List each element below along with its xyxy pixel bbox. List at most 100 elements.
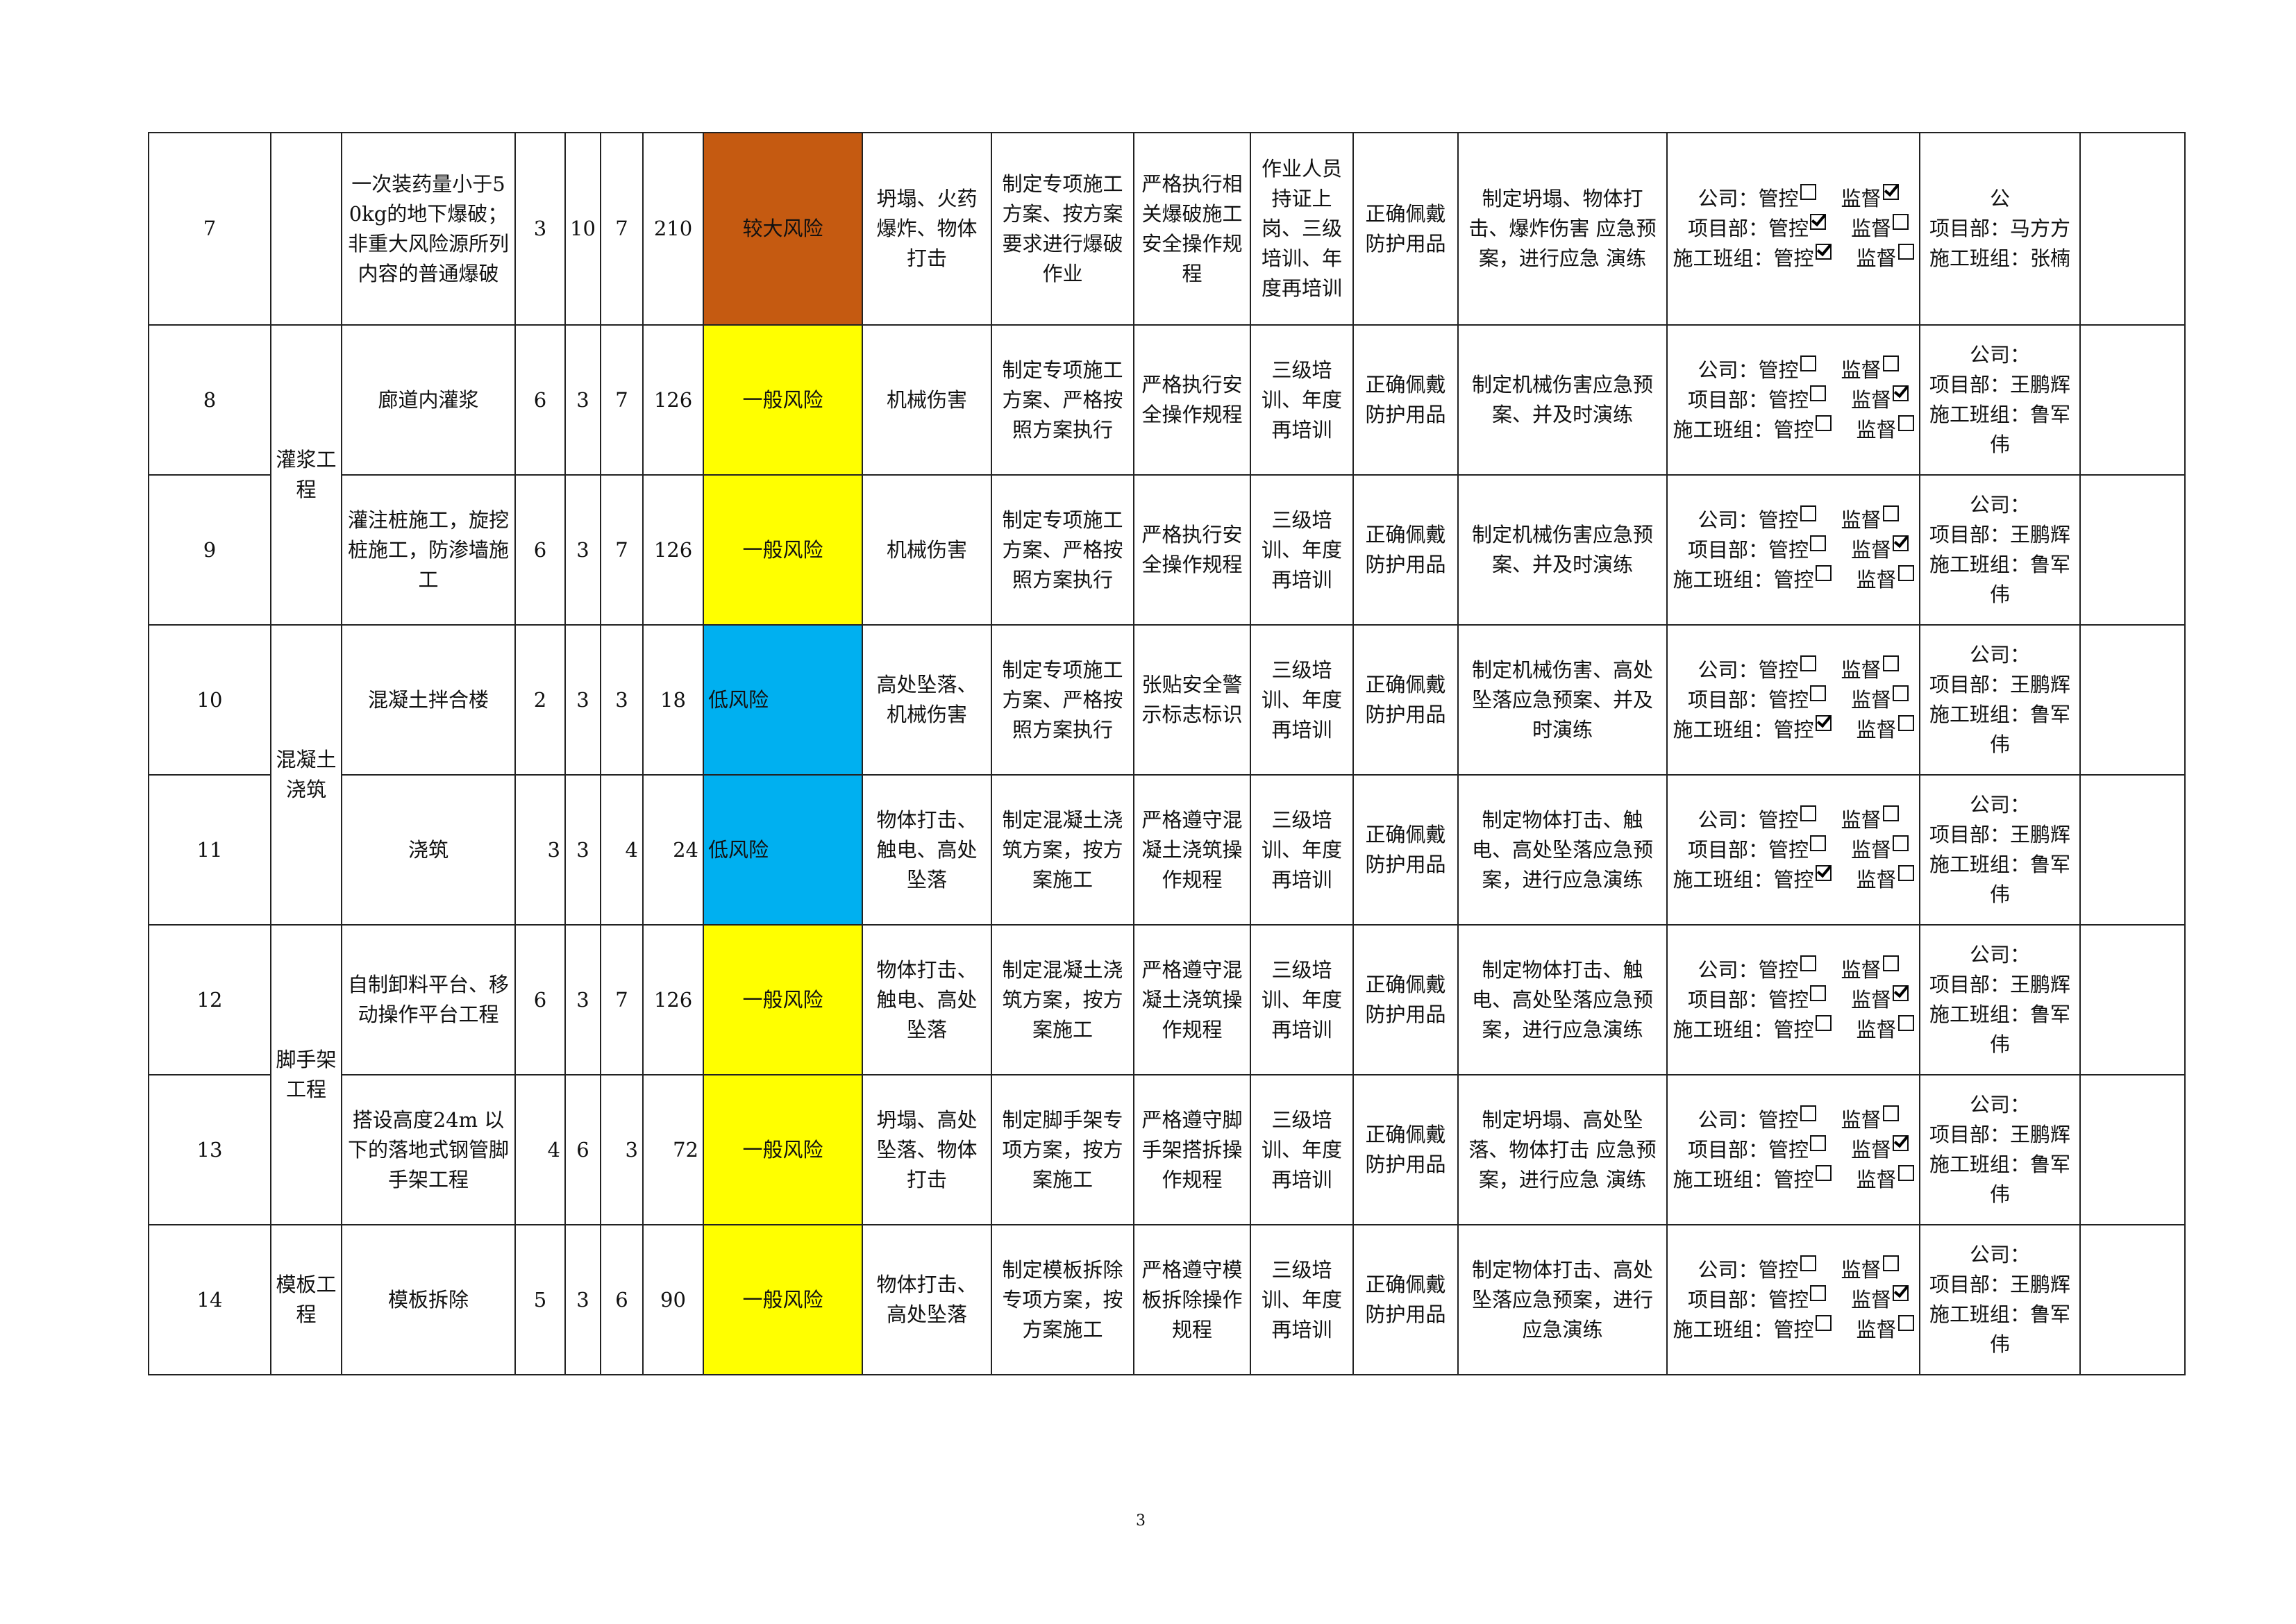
checkbox-checked-icon[interactable] — [1815, 714, 1832, 731]
level-label: 项目部： — [1687, 687, 1768, 712]
training-measure-cell: 三级培训、年度再培训 — [1250, 774, 1354, 926]
checkbox-unchecked-icon[interactable] — [1893, 685, 1909, 701]
checkbox-unchecked-icon[interactable] — [1897, 864, 1914, 881]
checkbox-unchecked-icon[interactable] — [1882, 655, 1899, 671]
exposure-cell: 3 — [564, 624, 601, 776]
checkbox-unchecked-icon[interactable] — [1800, 355, 1816, 371]
checkbox-checked-icon[interactable] — [1815, 244, 1832, 260]
level-label: 施工班组： — [1673, 246, 1774, 270]
consequence-cell: 4 — [600, 774, 644, 926]
control-label: 管控 — [1758, 957, 1799, 982]
control-level-team: 施工班组：管控 监督 — [1672, 415, 1915, 445]
emergency-measure-cell: 制定机械伤害应急预案、并及时演练 — [1457, 324, 1668, 476]
emergency-measure-cell: 制定坍塌、高处坠落、物体打击 应急预案，进行应急 演练 — [1457, 1074, 1668, 1225]
checkbox-checked-icon[interactable] — [1893, 985, 1909, 1001]
checkbox-unchecked-icon[interactable] — [1882, 1255, 1899, 1271]
supervise-label: 监督 — [1851, 387, 1892, 412]
checkbox-unchecked-icon[interactable] — [1897, 1314, 1914, 1331]
activity-cell: 模板拆除 — [341, 1224, 516, 1375]
checkbox-unchecked-icon[interactable] — [1882, 505, 1899, 521]
emergency-measure-cell: 制定机械伤害、高处坠落应急预案、并及时演练 — [1457, 624, 1668, 776]
checkbox-unchecked-icon[interactable] — [1897, 714, 1914, 731]
level-label: 公司： — [1698, 187, 1759, 210]
category-cell: 脚手架工程 — [270, 924, 342, 1225]
checkbox-unchecked-icon[interactable] — [1800, 805, 1816, 821]
responsible-project: 项目部：王鹏辉 — [1929, 523, 2070, 546]
table-row: 7 一次装药量小于50kg的地下爆破；非重大风险源所列内容的普通爆破 3 10 7 210… — [148, 132, 2186, 326]
level-label: 施工班组： — [1673, 717, 1774, 742]
checkbox-checked-icon[interactable] — [1893, 385, 1909, 401]
checkbox-unchecked-icon[interactable] — [1893, 214, 1909, 230]
management-measure-cell: 严格执行相关爆破施工安全操作规程 — [1133, 132, 1251, 326]
table-row: 11 浇筑 3 3 4 24 低风险 物体打击、触电、高处坠落 制定混凝土浇筑方案，按方案施工严… — [148, 774, 2186, 926]
hazard-cell: 物体打击、触电、高处坠落 — [862, 924, 992, 1075]
engineering-measure-cell: 制定混凝土浇筑方案，按方案施工 — [991, 924, 1134, 1075]
checkbox-unchecked-icon[interactable] — [1800, 1255, 1816, 1271]
likelihood-cell: 3 — [514, 774, 566, 926]
risk-value-cell: 126 — [642, 474, 704, 626]
emergency-measure-cell: 制定机械伤害应急预案、并及时演练 — [1457, 474, 1668, 626]
checkbox-checked-icon[interactable] — [1815, 864, 1832, 881]
supervise-label: 监督 — [1856, 246, 1897, 270]
checkbox-unchecked-icon[interactable] — [1800, 184, 1816, 200]
checkbox-unchecked-icon[interactable] — [1800, 1105, 1816, 1121]
page-number: 3 — [1136, 1512, 1146, 1530]
checkbox-unchecked-icon[interactable] — [1810, 835, 1826, 851]
risk-level-badge: 一般风险 — [703, 474, 863, 626]
control-level-project: 项目部：管控 监督 — [1672, 685, 1915, 715]
responsible-company: 公 — [1989, 187, 2010, 210]
checkbox-unchecked-icon[interactable] — [1800, 955, 1816, 971]
checkbox-checked-icon[interactable] — [1882, 184, 1899, 200]
checkbox-unchecked-icon[interactable] — [1810, 535, 1826, 551]
checkbox-unchecked-icon[interactable] — [1893, 835, 1909, 851]
supervise-label: 监督 — [1856, 417, 1897, 442]
responsible-company: 公司： — [1969, 943, 2030, 966]
checkbox-checked-icon[interactable] — [1893, 1284, 1909, 1301]
table-row: 10 混凝土浇筑 混凝土拌合楼 2 3 3 18 低风险 高处坠落、机械伤害 制定专项施工方案、严… — [148, 624, 2186, 926]
checkbox-unchecked-icon[interactable] — [1815, 564, 1832, 581]
checkbox-unchecked-icon[interactable] — [1897, 244, 1914, 260]
checkbox-unchecked-icon[interactable] — [1800, 505, 1816, 521]
checkbox-checked-icon[interactable] — [1810, 214, 1826, 230]
exposure-cell: 3 — [564, 774, 601, 926]
checkbox-unchecked-icon[interactable] — [1810, 385, 1826, 401]
hazard-cell: 机械伤害 — [862, 474, 992, 626]
checkbox-unchecked-icon[interactable] — [1800, 655, 1816, 671]
hazard-cell: 物体打击、触电、高处坠落 — [862, 774, 992, 926]
level-label: 项目部： — [1687, 987, 1768, 1012]
checkbox-unchecked-icon[interactable] — [1897, 564, 1914, 581]
level-label: 施工班组： — [1673, 867, 1774, 891]
checkbox-checked-icon[interactable] — [1893, 1135, 1909, 1151]
checkbox-unchecked-icon[interactable] — [1897, 415, 1914, 431]
engineering-measure-cell: 制定专项施工方案、严格按照方案执行 — [991, 474, 1134, 626]
responsible-team: 施工班组：鲁军伟 — [1929, 703, 2070, 756]
supervise-label: 监督 — [1841, 807, 1882, 832]
checkbox-unchecked-icon[interactable] — [1882, 355, 1899, 371]
checkbox-unchecked-icon[interactable] — [1810, 1284, 1826, 1301]
supervise-label: 监督 — [1856, 1167, 1897, 1191]
checkbox-unchecked-icon[interactable] — [1810, 1135, 1826, 1151]
checkbox-unchecked-icon[interactable] — [1815, 1014, 1832, 1031]
checkbox-checked-icon[interactable] — [1893, 535, 1909, 551]
checkbox-unchecked-icon[interactable] — [1815, 1164, 1832, 1181]
checkbox-unchecked-icon[interactable] — [1815, 1314, 1832, 1331]
checkbox-unchecked-icon[interactable] — [1882, 1105, 1899, 1121]
checkbox-unchecked-icon[interactable] — [1882, 805, 1899, 821]
activity-cell: 廊道内灌浆 — [341, 324, 516, 476]
level-label: 项目部： — [1687, 387, 1768, 412]
ppe-measure-cell: 正确佩戴防护用品 — [1352, 774, 1459, 926]
checkbox-unchecked-icon[interactable] — [1897, 1164, 1914, 1181]
control-level-cell: 公司：管控 监督 项目部：管控 监督 施工班组：管控 监督 — [1666, 132, 1920, 326]
checkbox-unchecked-icon[interactable] — [1810, 685, 1826, 701]
control-level-company: 公司：管控 监督 — [1672, 1255, 1915, 1285]
remarks-cell — [2079, 474, 2186, 626]
control-label: 管控 — [1768, 837, 1809, 862]
checkbox-unchecked-icon[interactable] — [1810, 985, 1826, 1001]
table-row: 9 灌注桩施工，旋挖桩施工，防渗墙施工 6 3 7 126 一般风险 机械伤害 制定专项施工方案… — [148, 474, 2186, 626]
checkbox-unchecked-icon[interactable] — [1815, 415, 1832, 431]
checkbox-unchecked-icon[interactable] — [1897, 1014, 1914, 1031]
control-level-team: 施工班组：管控 监督 — [1672, 714, 1915, 745]
checkbox-unchecked-icon[interactable] — [1882, 955, 1899, 971]
level-label: 公司： — [1698, 1257, 1759, 1282]
control-level-company: 公司：管控 监督 — [1672, 505, 1915, 535]
